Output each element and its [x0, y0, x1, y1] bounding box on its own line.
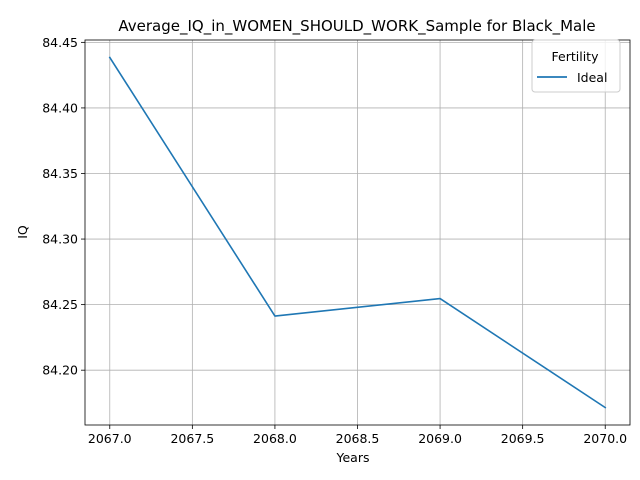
x-tick-label: 2068.5: [336, 431, 380, 446]
data-point: [274, 315, 276, 317]
y-tick-label: 84.30: [42, 232, 78, 247]
y-tick-label: 84.20: [42, 363, 78, 378]
y-tick-label: 84.25: [42, 297, 78, 312]
series-line-ideal: [108, 56, 607, 409]
legend-box: [531, 39, 621, 93]
x-tick-label: 2068.0: [253, 431, 297, 446]
legend-title: Fertility: [552, 49, 600, 64]
y-axis-label: IQ: [15, 225, 30, 239]
legend-label-ideal: Ideal: [577, 70, 607, 85]
x-tick-label: 2069.0: [418, 431, 462, 446]
legend: Fertility Ideal: [531, 39, 621, 93]
axis-ticks: 2067.0 2067.5 2068.0 2068.5 2069.0 2069.5 2070…: [42, 35, 627, 446]
data-point: [604, 407, 606, 409]
y-tick-label: 84.40: [42, 100, 78, 115]
data-point: [109, 57, 111, 59]
y-tick-label: 84.35: [42, 166, 78, 181]
x-tick-label: 2067.5: [170, 431, 214, 446]
y-tick-label: 84.45: [42, 35, 78, 50]
series-layer: [108, 56, 607, 409]
x-tick-label: 2070.0: [583, 431, 627, 446]
x-tick-label: 2067.0: [88, 431, 132, 446]
grid-lines: [85, 40, 630, 425]
x-axis-label: Years: [336, 450, 370, 465]
data-point: [439, 298, 441, 300]
chart-title: Average_IQ_in_WOMEN_SHOULD_WORK_Sample f…: [118, 17, 595, 36]
x-tick-label: 2069.5: [501, 431, 545, 446]
